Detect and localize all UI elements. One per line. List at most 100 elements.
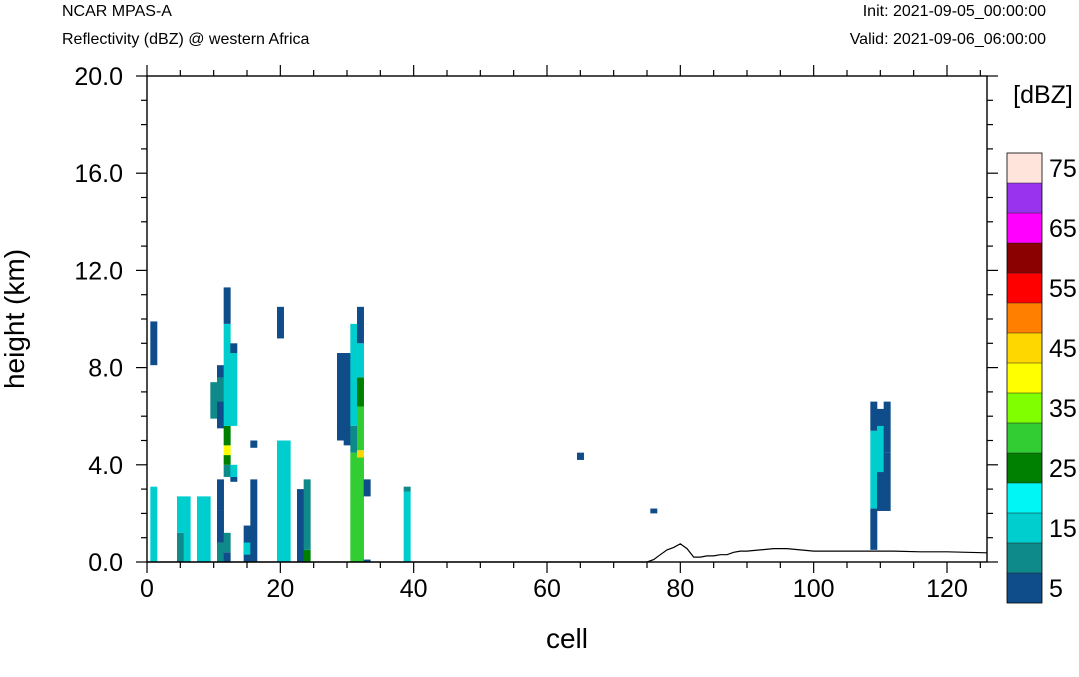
reflectivity-cell xyxy=(343,353,351,446)
reflectivity-cell xyxy=(357,457,364,562)
reflectivity-cell xyxy=(223,323,231,426)
terrain-layer xyxy=(147,543,988,563)
colorbar-swatch xyxy=(1007,513,1042,543)
reflectivity-cell xyxy=(177,496,184,533)
reflectivity-cell xyxy=(250,440,258,448)
init-time-label: Init: 2021-09-05_00:00:00 xyxy=(862,3,1046,20)
reflectivity-cell xyxy=(203,496,211,562)
reflectivity-cell xyxy=(243,542,251,555)
reflectivity-cell xyxy=(650,508,658,514)
colorbar-swatch xyxy=(1007,423,1042,453)
x-tick-label: 100 xyxy=(793,575,835,603)
reflectivity-cell xyxy=(217,479,224,511)
x-tick-label: 40 xyxy=(400,575,428,603)
reflectivity-cell xyxy=(150,486,158,554)
colorbar-label: 75 xyxy=(1049,155,1077,183)
colorbar-swatch xyxy=(1007,483,1042,513)
valid-time-label: Valid: 2021-09-06_06:00:00 xyxy=(849,31,1046,48)
colorbar-label: 65 xyxy=(1049,215,1077,243)
colorbar-swatch xyxy=(1007,303,1042,333)
colorbar-swatch xyxy=(1007,153,1042,183)
reflectivity-cell xyxy=(250,479,258,562)
reflectivity-cell xyxy=(223,532,231,553)
reflectivity-cell xyxy=(217,510,224,543)
y-axis-label: height (km) xyxy=(0,249,30,389)
reflectivity-cell xyxy=(230,353,238,426)
y-tick-label: 12.0 xyxy=(74,257,123,285)
y-tick-label: 16.0 xyxy=(74,160,123,188)
reflectivity-cell xyxy=(303,549,311,562)
reflectivity-cell xyxy=(150,553,158,562)
x-tick-label: 80 xyxy=(666,575,694,603)
plot-frame xyxy=(146,75,988,563)
reflectivity-cell xyxy=(217,377,224,402)
x-tick-label: 0 xyxy=(140,575,154,603)
reflectivity-cell xyxy=(217,542,224,562)
colorbar: [dBZ] 5 15 25 35 45 55 65 75 xyxy=(1006,81,1077,604)
reflectivity-cell xyxy=(870,401,878,431)
colorbar-swatch xyxy=(1007,363,1042,393)
colorbar-label: 15 xyxy=(1049,515,1077,543)
reflectivity-cell xyxy=(223,455,231,465)
colorbar-swatch xyxy=(1007,543,1042,573)
reflectivity-cell xyxy=(223,552,231,562)
colorbar-label: 35 xyxy=(1049,395,1077,423)
chart-title: NCAR MPAS-A xyxy=(62,3,172,20)
y-tick-label: 0.0 xyxy=(88,549,123,577)
reflectivity-cell xyxy=(577,452,584,460)
colorbar-title: [dBZ] xyxy=(1013,81,1073,109)
colorbar-swatch xyxy=(1007,573,1042,603)
reflectivity-cell xyxy=(183,496,191,562)
reflectivity-cell xyxy=(223,287,231,324)
reflectivity-cell xyxy=(357,306,364,344)
reflectivity-cell xyxy=(350,425,358,453)
x-tick-label: 60 xyxy=(533,575,561,603)
reflectivity-cell xyxy=(357,343,364,378)
reflectivity-cell xyxy=(197,496,204,562)
x-axis-label: cell xyxy=(546,623,588,654)
reflectivity-layer xyxy=(150,287,891,562)
x-tick-label: 20 xyxy=(266,575,294,603)
reflectivity-cell xyxy=(363,479,371,497)
reflectivity-cell xyxy=(403,491,411,562)
reflectivity-cell xyxy=(150,321,158,366)
reflectivity-cell xyxy=(303,479,311,550)
x-tick-label: 120 xyxy=(926,575,968,603)
colorbar-swatch xyxy=(1007,453,1042,483)
chart-subtitle: Reflectivity (dBZ) @ western Africa xyxy=(62,31,310,48)
colorbar-label: 25 xyxy=(1049,455,1077,483)
y-tick-label: 8.0 xyxy=(88,355,123,383)
reflectivity-cell xyxy=(223,425,231,446)
reflectivity-cell xyxy=(230,476,238,482)
reflectivity-cell xyxy=(870,430,878,509)
colorbar-label: 5 xyxy=(1049,575,1063,603)
colorbar-swatch xyxy=(1007,213,1042,243)
reflectivity-cell xyxy=(283,440,291,562)
reflectivity-cell xyxy=(883,452,891,511)
colorbar-frame xyxy=(1006,152,1043,604)
reflectivity-cell xyxy=(277,306,284,339)
reflectivity-cell xyxy=(337,353,344,441)
y-tick-label: 20.0 xyxy=(74,63,123,91)
reflectivity-cell xyxy=(403,486,411,492)
y-tick-label: 4.0 xyxy=(88,452,123,480)
reflectivity-cell xyxy=(210,382,218,419)
colorbar-label: 55 xyxy=(1049,275,1077,303)
reflectivity-cell xyxy=(223,464,231,477)
reflectivity-cell xyxy=(357,406,364,451)
colorbar-swatch xyxy=(1007,183,1042,213)
reflectivity-cell xyxy=(297,489,304,562)
axes-layer: 0 20 40 60 80 100 120 0.0 4.0 8.0 12.0 16.0 20.0 cell… xyxy=(0,63,998,654)
reflectivity-cell xyxy=(363,559,371,562)
reflectivity-cell xyxy=(277,440,284,562)
reflectivity-cell xyxy=(357,377,364,407)
reflectivity-cell xyxy=(877,425,884,473)
colorbar-swatch xyxy=(1007,393,1042,423)
terrain-line xyxy=(147,543,988,563)
reflectivity-cell xyxy=(357,450,364,458)
reflectivity-cell xyxy=(230,464,238,477)
reflectivity-cell xyxy=(223,445,231,456)
colorbar-label: 45 xyxy=(1049,335,1077,363)
reflectivity-cell xyxy=(350,452,358,562)
